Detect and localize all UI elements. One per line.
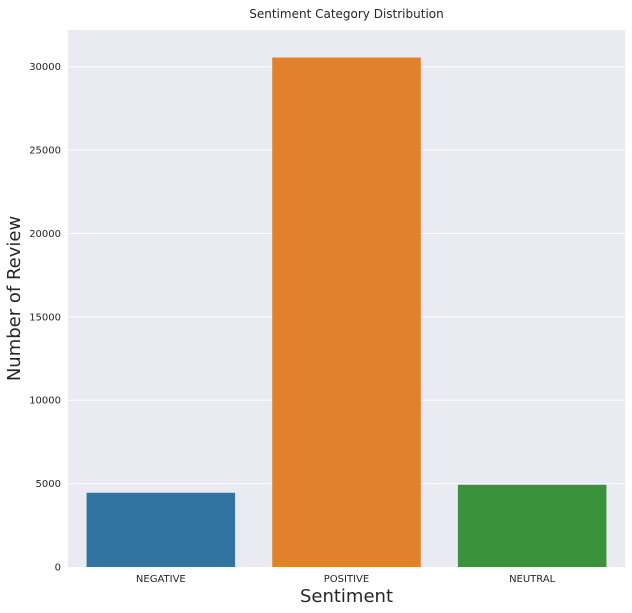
chart-title: Sentiment Category Distribution [249, 7, 443, 21]
y-tick-label: 10000 [29, 396, 61, 407]
y-tick-label: 25000 [29, 146, 61, 157]
x-axis-title: Sentiment [300, 586, 393, 607]
y-tick-label: 5000 [36, 479, 61, 490]
x-tick-label: NEUTRAL [509, 574, 556, 585]
x-tick-label: NEGATIVE [136, 574, 186, 585]
y-tick-label: 20000 [29, 229, 61, 240]
bar-positive [272, 57, 421, 567]
x-tick-labels: NEGATIVE POSITIVE NEUTRAL [136, 574, 556, 585]
y-tick-label: 30000 [29, 62, 61, 73]
y-tick-label: 15000 [29, 312, 61, 323]
bar-neutral [457, 484, 607, 567]
y-tick-label: 0 [55, 563, 61, 574]
bars [86, 57, 607, 567]
y-axis-title: Number of Review [4, 216, 25, 381]
y-tick-labels: 0 5000 10000 15000 20000 25000 30000 [29, 62, 61, 573]
x-tick-label: POSITIVE [324, 574, 369, 585]
bar-negative [86, 492, 236, 567]
